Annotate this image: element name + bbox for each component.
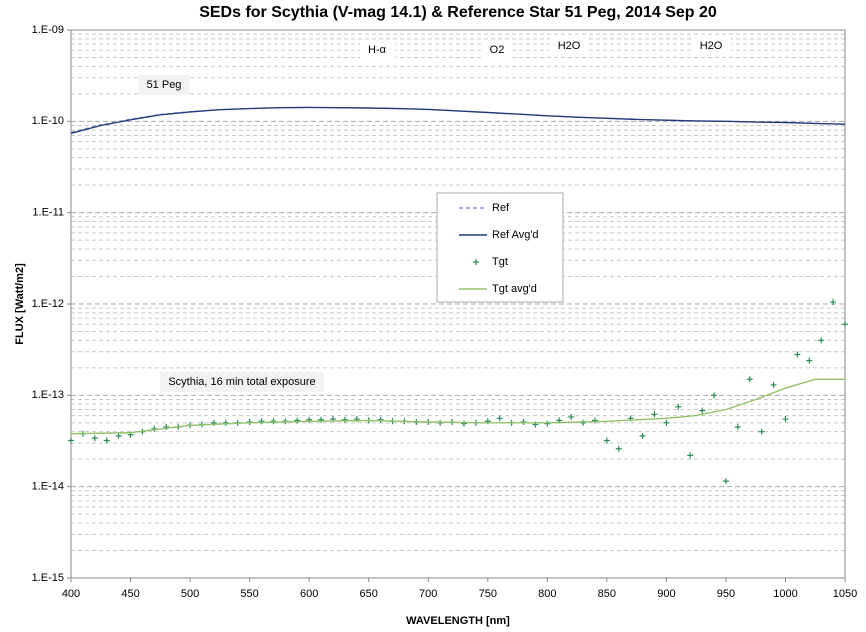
data-point	[580, 419, 587, 426]
data-point	[722, 478, 729, 485]
data-point	[68, 437, 74, 444]
x-tick-label: 800	[538, 588, 556, 600]
y-axis-label: FLUX [Watt/m2]	[14, 263, 26, 345]
data-point	[294, 417, 301, 424]
y-tick-label: 1.E-11	[32, 207, 64, 219]
legend-label: Tgt	[492, 256, 508, 268]
data-point	[818, 337, 825, 344]
x-tick-label: 850	[598, 588, 616, 600]
data-point	[377, 416, 384, 423]
y-tick-label: 1.E-12	[32, 298, 64, 310]
series-line	[70, 378, 845, 435]
data-point	[163, 424, 170, 431]
data-point	[842, 321, 848, 328]
y-tick-label: 1.E-09	[32, 24, 64, 36]
data-point	[115, 432, 122, 439]
chart-title: SEDs for Scythia (V-mag 14.1) & Referenc…	[199, 4, 717, 21]
data-point	[663, 419, 670, 426]
data-point	[687, 452, 694, 459]
data-point	[591, 417, 598, 424]
legend-box	[436, 192, 564, 303]
data-point	[103, 437, 110, 444]
data-point	[603, 437, 610, 444]
data-point	[91, 435, 98, 442]
data-point	[318, 416, 325, 423]
x-axis-label: WAVELENGTH [nm]	[406, 615, 510, 627]
data-point	[830, 299, 837, 306]
data-point	[699, 407, 706, 414]
annotation: H-α	[368, 44, 387, 56]
y-tick-label: 1.E-14	[32, 481, 64, 493]
data-point	[651, 411, 658, 418]
legend-label: Ref Avg'd	[492, 229, 539, 241]
plot-frame	[70, 29, 846, 579]
data-point	[460, 420, 467, 427]
annotation: H2O	[700, 40, 723, 52]
data-point	[246, 419, 253, 426]
x-tick-label: 1050	[833, 588, 857, 600]
x-tick-label: 750	[479, 588, 497, 600]
x-tick-label: 500	[181, 588, 199, 600]
annotation: O2	[490, 44, 505, 56]
data-point	[520, 419, 527, 426]
data-point	[758, 428, 765, 435]
x-tick-label: 600	[300, 588, 318, 600]
data-point	[711, 392, 718, 399]
x-tick-label: 450	[121, 588, 139, 600]
data-point	[341, 416, 348, 423]
x-tick-label: 950	[717, 588, 735, 600]
annotation: 51 Peg	[147, 79, 182, 91]
data-point	[222, 419, 229, 426]
data-point	[496, 415, 503, 422]
data-point	[568, 413, 575, 420]
data-point	[639, 432, 646, 439]
x-tick-label: 650	[360, 588, 378, 600]
annotation-box	[160, 371, 324, 392]
data-point	[806, 357, 813, 364]
annotation-box	[549, 35, 589, 56]
data-point	[675, 403, 682, 410]
y-tick-label: 1.E-10	[32, 115, 64, 127]
legend-marker	[473, 259, 479, 265]
data-point	[544, 420, 551, 427]
annotation-box	[138, 74, 190, 95]
x-tick-label: 550	[240, 588, 258, 600]
legend-label: Ref	[492, 202, 510, 214]
y-tick-label: 1.E-13	[32, 389, 64, 401]
data-point	[770, 381, 777, 388]
annotation-box	[481, 39, 513, 60]
annotation-box	[360, 39, 395, 60]
data-point	[270, 418, 277, 425]
data-point	[782, 416, 789, 423]
annotation: H2O	[558, 40, 581, 52]
data-point	[258, 418, 265, 425]
legend-label: Tgt avg'd	[492, 283, 537, 295]
x-tick-label: 400	[62, 588, 80, 600]
series-line	[70, 106, 846, 134]
x-tick-label: 1000	[773, 588, 797, 600]
annotation: Scythia, 16 min total exposure	[168, 376, 315, 388]
data-point	[746, 376, 753, 383]
y-tick-label: 1.E-15	[32, 572, 64, 584]
data-point	[615, 445, 622, 452]
x-tick-label: 700	[419, 588, 437, 600]
annotation-box	[691, 35, 731, 56]
data-point	[734, 424, 741, 431]
x-tick-label: 900	[657, 588, 675, 600]
data-point	[794, 351, 801, 358]
